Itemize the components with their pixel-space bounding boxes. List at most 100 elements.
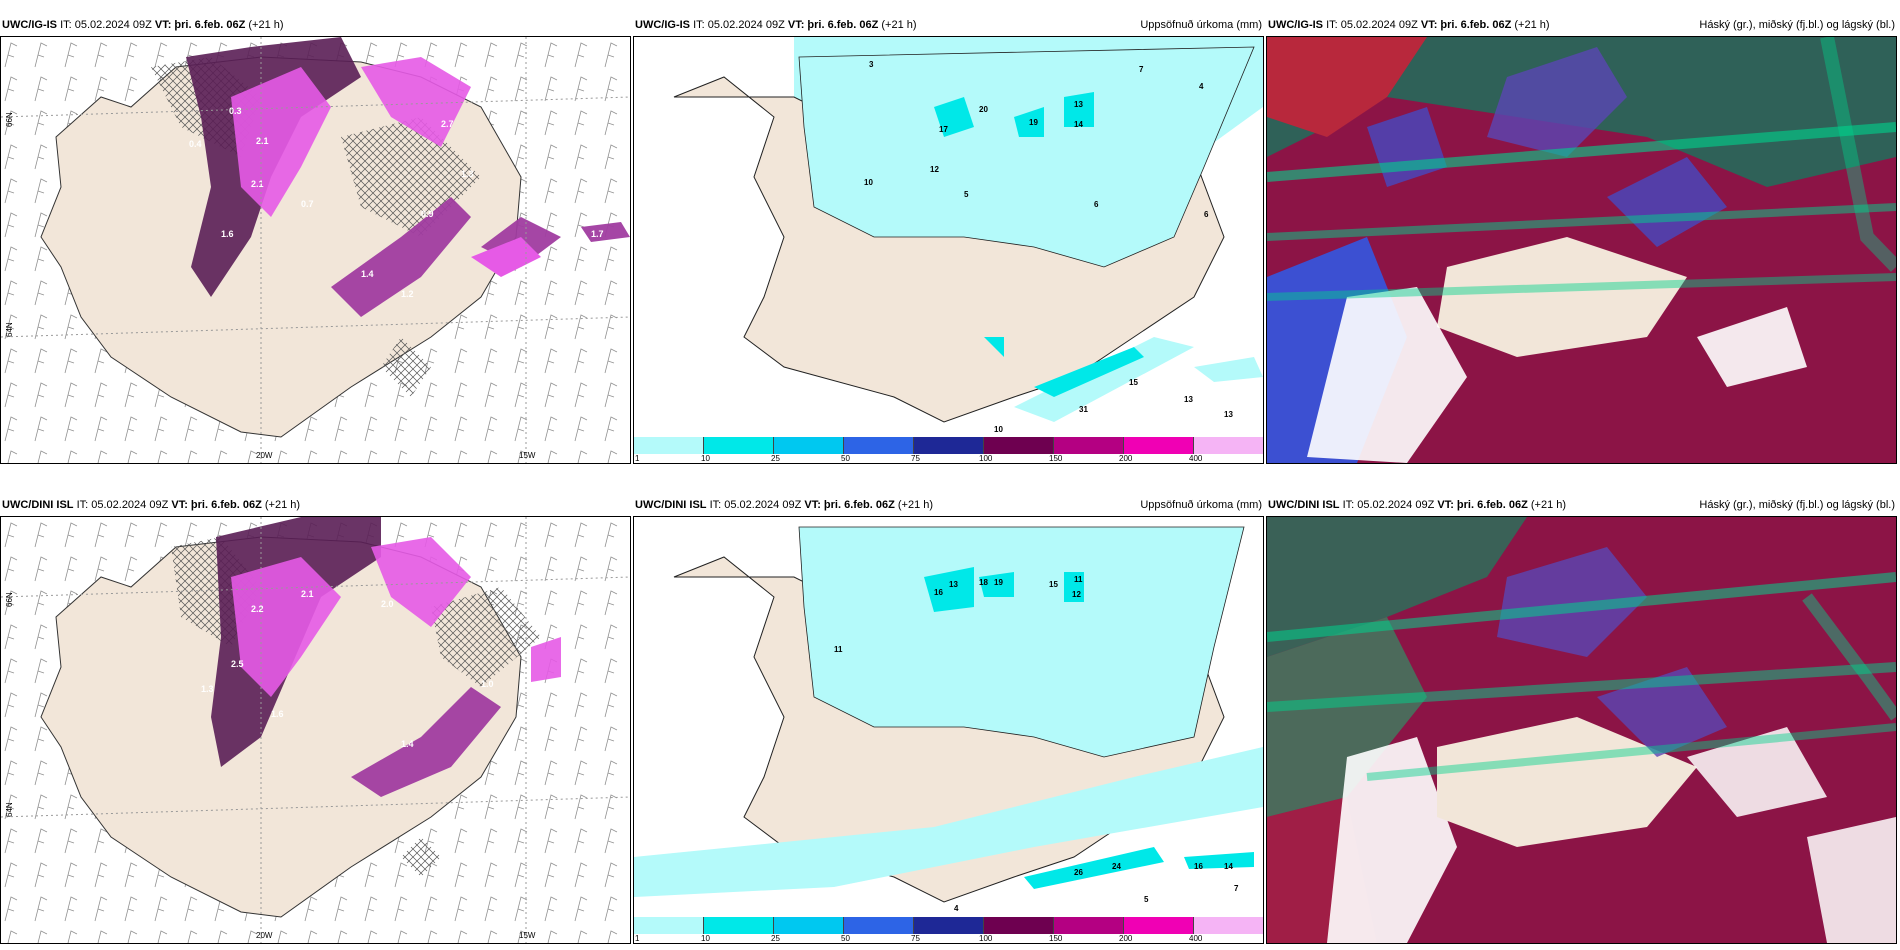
svg-text:16: 16 bbox=[934, 588, 943, 597]
lat-label-64n: 64N bbox=[5, 322, 14, 337]
panel-header: UWC/IG-IS IT: 05.02.2024 09Z VT: þri. 6.… bbox=[633, 14, 1264, 36]
colorbar-tick: 400 bbox=[1189, 454, 1203, 463]
svg-text:5: 5 bbox=[964, 190, 969, 199]
svg-text:0.3: 0.3 bbox=[229, 106, 242, 116]
valid-time: VT: þri. 6.feb. 06Z bbox=[1420, 19, 1512, 31]
svg-text:13: 13 bbox=[1184, 395, 1193, 404]
svg-text:13: 13 bbox=[949, 580, 958, 589]
lat-label-66n: 66N bbox=[5, 592, 14, 607]
model-name: UWC/DINI ISL bbox=[2, 499, 74, 511]
cloud-map[interactable] bbox=[1266, 516, 1897, 944]
colorbar-tick: 400 bbox=[1189, 934, 1203, 943]
panel-header: UWC/DINI ISL IT: 05.02.2024 09Z VT: þri.… bbox=[1266, 494, 1897, 516]
precip-map[interactable]: 3 7 4 17 20 19 13 14 5 12 10 6 6 15 31 13 13 10 1 10… bbox=[633, 36, 1264, 464]
lead-time: (+21 h) bbox=[264, 499, 301, 511]
snow-map[interactable]: 0.3 0.4 2.1 2.7 1.3 2.1 1.4 1.2 1.7 1.6 0.7 0.9 … bbox=[0, 36, 631, 464]
svg-text:4: 4 bbox=[1199, 82, 1204, 91]
svg-text:10: 10 bbox=[864, 178, 873, 187]
colorbar-tick: 25 bbox=[771, 454, 780, 463]
panel-header: UWC/DINI ISL IT: 05.02.2024 09Z VT: þri.… bbox=[633, 494, 1264, 516]
colorbar-tick: 75 bbox=[911, 454, 920, 463]
colorbar-tick: 75 bbox=[911, 934, 920, 943]
svg-text:11: 11 bbox=[834, 645, 843, 654]
panel-header: UWC/IG-IS IT: 05.02.2024 09Z VT: þri. 6.… bbox=[0, 14, 631, 36]
svg-text:11: 11 bbox=[1074, 575, 1083, 584]
lead-time: (+21 h) bbox=[1530, 499, 1567, 511]
svg-text:1.3: 1.3 bbox=[201, 684, 214, 694]
precip-panel-row1: UWC/IG-IS IT: 05.02.2024 09Z VT: þri. 6.… bbox=[633, 14, 1264, 464]
svg-text:1.7: 1.7 bbox=[591, 229, 604, 239]
model-name: UWC/IG-IS bbox=[1268, 19, 1323, 31]
svg-text:2.1: 2.1 bbox=[301, 589, 314, 599]
svg-text:15: 15 bbox=[1049, 580, 1058, 589]
model-name: UWC/DINI ISL bbox=[635, 499, 707, 511]
precip-panel-row2: UWC/DINI ISL IT: 05.02.2024 09Z VT: þri.… bbox=[633, 494, 1264, 944]
lon-label-15w: 15W bbox=[519, 451, 536, 460]
cloud-map-canvas bbox=[1267, 517, 1896, 943]
cloud-map-canvas bbox=[1267, 37, 1896, 463]
colorbar-tick: 100 bbox=[979, 934, 993, 943]
svg-text:7: 7 bbox=[1139, 65, 1144, 74]
colorbar-tick: 10 bbox=[701, 934, 710, 943]
colorbar-tick: 50 bbox=[841, 454, 850, 463]
svg-text:15: 15 bbox=[1129, 378, 1138, 387]
panel-header: UWC/DINI ISL IT: 05.02.2024 09Z VT: þri.… bbox=[0, 494, 631, 516]
snow-map-canvas: 2.2 2.1 2.0 2.5 1.6 1.4 1.0 1.3 bbox=[1, 517, 630, 943]
precip-title: Uppsöfnuð úrkoma (mm) bbox=[1140, 19, 1262, 31]
precip-title: Uppsöfnuð úrkoma (mm) bbox=[1140, 499, 1262, 511]
svg-text:31: 31 bbox=[1079, 405, 1088, 414]
colorbar-tick: 50 bbox=[841, 934, 850, 943]
svg-text:1.4: 1.4 bbox=[401, 739, 414, 749]
svg-text:20: 20 bbox=[979, 105, 988, 114]
svg-text:26: 26 bbox=[1074, 868, 1083, 877]
svg-text:2.1: 2.1 bbox=[251, 179, 264, 189]
lead-time: (+21 h) bbox=[881, 19, 917, 31]
lat-label-64n: 64N bbox=[5, 802, 14, 817]
svg-text:24: 24 bbox=[1112, 862, 1121, 871]
snow-map-canvas: 0.3 0.4 2.1 2.7 1.3 2.1 1.4 1.2 1.7 1.6 0.7 0.9 bbox=[1, 37, 630, 463]
svg-text:3: 3 bbox=[869, 60, 874, 69]
colorbar-tick: 150 bbox=[1049, 934, 1063, 943]
svg-text:12: 12 bbox=[930, 165, 939, 174]
svg-text:2.5: 2.5 bbox=[231, 659, 244, 669]
svg-text:1.6: 1.6 bbox=[271, 709, 284, 719]
precip-map-canvas: 3 7 4 17 20 19 13 14 5 12 10 6 6 15 31 13 13 10 bbox=[673, 37, 1263, 434]
valid-time: VT: þri. 6.feb. 06Z bbox=[1437, 499, 1528, 511]
svg-text:14: 14 bbox=[1224, 862, 1233, 871]
panel-header: UWC/IG-IS IT: 05.02.2024 09Z VT: þri. 6.… bbox=[1266, 14, 1897, 36]
valid-time: VT: þri. 6.feb. 06Z bbox=[787, 19, 879, 31]
snow-map[interactable]: 2.2 2.1 2.0 2.5 1.6 1.4 1.0 1.3 20W 15W 66N 6… bbox=[0, 516, 631, 944]
svg-text:6: 6 bbox=[1094, 200, 1099, 209]
colorbar-tick: 100 bbox=[979, 454, 993, 463]
svg-text:1.3: 1.3 bbox=[461, 169, 474, 179]
svg-text:14: 14 bbox=[1074, 120, 1083, 129]
svg-text:0.4: 0.4 bbox=[189, 139, 202, 149]
svg-text:0.9: 0.9 bbox=[421, 209, 434, 219]
svg-text:0.7: 0.7 bbox=[301, 199, 314, 209]
init-time: IT: 05.02.2024 09Z bbox=[693, 19, 785, 31]
svg-text:1.2: 1.2 bbox=[401, 289, 414, 299]
snow-panel-row1: UWC/IG-IS IT: 05.02.2024 09Z VT: þri. 6.… bbox=[0, 14, 631, 464]
svg-text:1.6: 1.6 bbox=[221, 229, 234, 239]
colorbar-tick: 200 bbox=[1119, 934, 1133, 943]
cloud-panel-row1: UWC/IG-IS IT: 05.02.2024 09Z VT: þri. 6.… bbox=[1266, 14, 1897, 464]
lat-label-66n: 66N bbox=[5, 112, 14, 127]
svg-text:16: 16 bbox=[1194, 862, 1203, 871]
lon-label-20w: 20W bbox=[256, 931, 273, 940]
colorbar-tick: 200 bbox=[1119, 454, 1133, 463]
lon-label-20w: 20W bbox=[256, 451, 273, 460]
cloud-title: Háský (gr.), miðský (fj.bl.) og lágský (… bbox=[1699, 499, 1895, 511]
precip-map-canvas: 16 13 18 19 11 12 15 11 26 24 16 14 7 5 4 bbox=[634, 526, 1263, 913]
model-name: UWC/IG-IS bbox=[2, 19, 57, 31]
colorbar-tick: 25 bbox=[771, 934, 780, 943]
colorbar-tick: 1 bbox=[635, 934, 640, 943]
cloud-map[interactable] bbox=[1266, 36, 1897, 464]
svg-text:19: 19 bbox=[994, 578, 1003, 587]
svg-text:2.0: 2.0 bbox=[381, 599, 394, 609]
svg-text:5: 5 bbox=[1144, 895, 1149, 904]
svg-text:1.4: 1.4 bbox=[361, 269, 374, 279]
init-time: IT: 05.02.2024 09Z bbox=[76, 499, 169, 511]
colorbar-tick: 10 bbox=[701, 454, 710, 463]
svg-text:1.0: 1.0 bbox=[481, 679, 494, 689]
